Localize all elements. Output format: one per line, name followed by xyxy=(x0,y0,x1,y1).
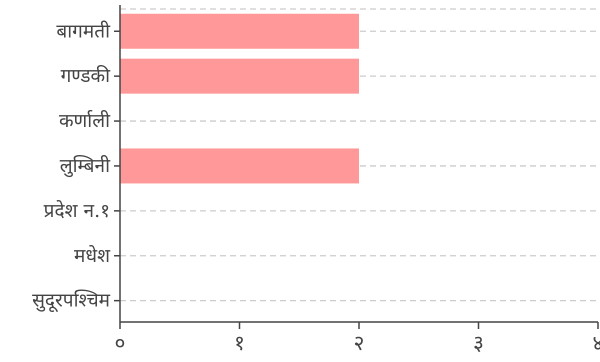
x-tick-label: २ xyxy=(354,331,365,355)
x-axis: ० १ २ ३ ४ xyxy=(115,321,600,355)
y-tick-label: सुदूरपश्चिम xyxy=(32,289,111,313)
y-axis: बागमती गण्डकी कर्णाली लुम्बिनी प्रदेश न.१ मधे… xyxy=(32,5,121,322)
x-tick-label: ४ xyxy=(593,331,600,355)
y-tick-label: कर्णाली xyxy=(59,109,111,132)
y-tick-label: प्रदेश न.१ xyxy=(44,199,110,222)
x-tick-label: १ xyxy=(234,331,245,355)
bar xyxy=(120,148,359,184)
bar xyxy=(120,58,359,94)
y-tick-label: लुम्बिनी xyxy=(60,154,111,178)
y-tick-label: गण्डकी xyxy=(61,64,111,87)
y-tick-label: बागमती xyxy=(56,19,111,42)
x-tick-label: ३ xyxy=(473,331,484,355)
bars xyxy=(120,13,359,184)
bar xyxy=(120,13,359,49)
y-tick-label: मधेश xyxy=(74,244,111,267)
x-tick-label: ० xyxy=(115,331,126,355)
